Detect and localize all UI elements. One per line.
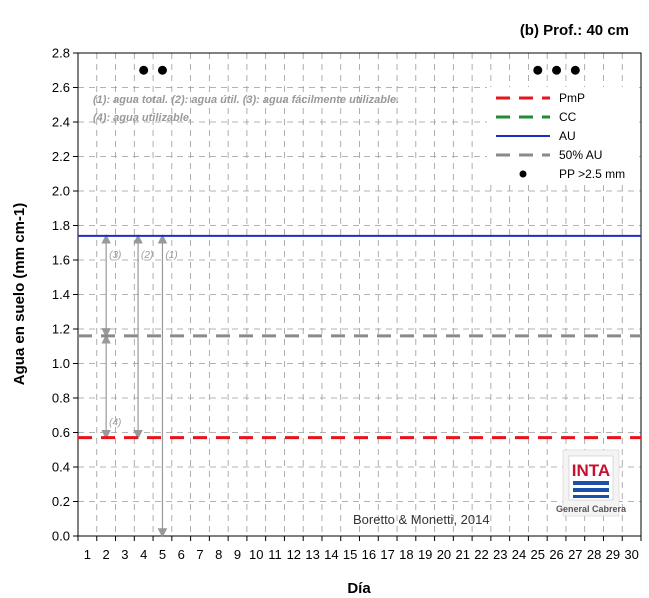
x-tick-label: 22 [474, 547, 488, 562]
arrow-label: (3) [109, 250, 121, 261]
x-tick-label: 16 [362, 547, 376, 562]
x-tick-label: 29 [606, 547, 620, 562]
legend-label: 50% AU [559, 148, 602, 162]
series-lines [78, 234, 641, 440]
x-tick-label: 9 [234, 547, 241, 562]
x-tick-label: 4 [140, 547, 147, 562]
logo-band-1 [573, 481, 609, 485]
x-tick-label: 24 [512, 547, 526, 562]
x-tick-label: 26 [549, 547, 563, 562]
precipitation-point [533, 65, 543, 75]
x-tick-label: 15 [343, 547, 357, 562]
arrow-label: (2) [141, 250, 153, 261]
inta-logo: INTA General Cabrera [556, 449, 627, 517]
legend: PmP CC AU 50% AU PP >2.5 mm [487, 87, 639, 185]
series-points [139, 65, 580, 75]
x-tick-label: 21 [455, 547, 469, 562]
x-axis-ticks: 1 2 3 4 5 6 7 8 9 10 11 12 13 14 15 16 17 18 19 20 21 22 23 24 2… [77, 536, 642, 562]
x-tick-label: 1 [84, 547, 91, 562]
x-tick-label: 5 [159, 547, 166, 562]
x-tick-label: 23 [493, 547, 507, 562]
precipitation-point [552, 65, 562, 75]
legend-label: CC [559, 110, 577, 124]
y-tick-label: 0.6 [52, 425, 70, 440]
precipitation-point [139, 65, 149, 75]
chart-title: (b) Prof.: 40 cm [520, 22, 629, 39]
y-tick-label: 2.0 [52, 184, 70, 199]
y-tick-label: 1.6 [52, 253, 70, 268]
logo-badge [568, 455, 614, 501]
y-tick-label: 2.6 [52, 80, 70, 95]
credit-text: Boretto & Monetti, 2014 [353, 512, 490, 527]
x-tick-label: 11 [268, 547, 282, 562]
x-tick-label: 6 [178, 547, 185, 562]
y-tick-label: 1.0 [52, 356, 70, 371]
legend-label: PP >2.5 mm [559, 167, 625, 181]
arrow-label: (4) [109, 418, 121, 429]
x-tick-label: 13 [305, 547, 319, 562]
x-tick-label: 19 [418, 547, 432, 562]
precipitation-point [157, 65, 167, 75]
x-tick-label: 10 [249, 547, 263, 562]
x-tick-label: 7 [196, 547, 203, 562]
y-axis-label: Agua en suelo (mm cm-1) [11, 203, 28, 386]
legend-label: PmP [559, 91, 585, 105]
annotation-line-2: (4): agua utilizable. [93, 112, 192, 124]
logo-mark: INTA [572, 461, 610, 480]
x-tick-label: 14 [324, 547, 338, 562]
x-tick-label: 17 [380, 547, 394, 562]
x-tick-label: 8 [215, 547, 222, 562]
y-tick-label: 0.8 [52, 391, 70, 406]
y-axis-ticks: 0.0 0.2 0.4 0.6 0.8 1.0 1.2 1.4 1.6 1.8 2.0 2.2 2.4 2… [52, 46, 78, 544]
y-tick-label: 1.4 [52, 287, 70, 302]
x-tick-label: 30 [624, 547, 638, 562]
x-tick-label: 25 [531, 547, 545, 562]
x-tick-label: 2 [103, 547, 110, 562]
y-tick-label: 2.8 [52, 46, 70, 61]
y-tick-label: 1.2 [52, 322, 70, 337]
x-tick-label: 18 [399, 547, 413, 562]
arrow-label: (1) [165, 250, 177, 261]
logo-band-3 [573, 495, 609, 498]
y-tick-label: 1.8 [52, 218, 70, 233]
y-tick-label: 0.0 [52, 529, 70, 544]
y-tick-label: 0.4 [52, 460, 70, 475]
legend-swatch [519, 170, 527, 178]
y-tick-label: 2.2 [52, 149, 70, 164]
x-tick-label: 3 [121, 547, 128, 562]
precipitation-point [570, 65, 580, 75]
x-tick-label: 27 [568, 547, 582, 562]
y-tick-label: 0.2 [52, 494, 70, 509]
logo-caption: General Cabrera [556, 504, 627, 514]
x-tick-label: 28 [587, 547, 601, 562]
annotation-arrows: (3) (4) (2) (1) [101, 234, 178, 538]
x-axis-label: Día [347, 580, 371, 597]
legend-label: AU [559, 129, 576, 143]
y-tick-label: 2.4 [52, 115, 70, 130]
x-tick-label: 20 [437, 547, 451, 562]
logo-band-2 [573, 488, 609, 492]
annotation-line-1: (1): agua total. (2): agua útil. (3): ag… [93, 94, 399, 106]
x-tick-label: 12 [287, 547, 301, 562]
